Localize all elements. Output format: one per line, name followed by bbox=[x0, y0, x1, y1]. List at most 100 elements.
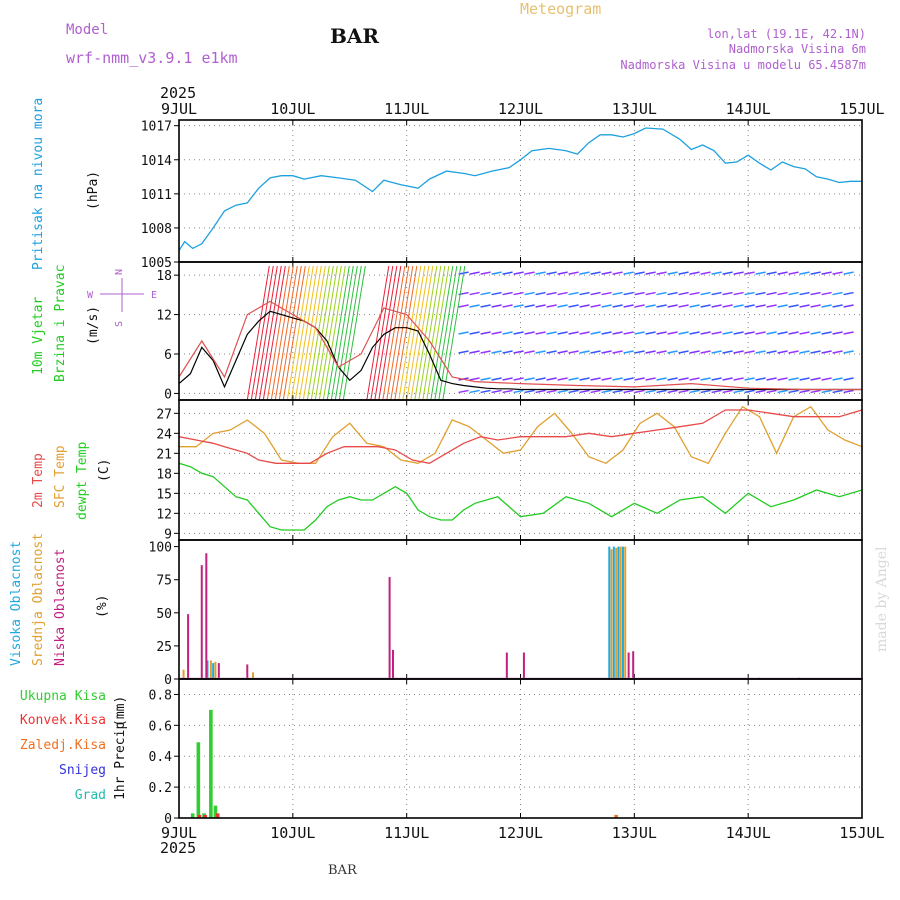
cloud-bar bbox=[610, 549, 613, 679]
wind-arrow bbox=[843, 271, 854, 275]
wind-arrow bbox=[821, 291, 832, 296]
wind-arrow bbox=[590, 389, 601, 394]
wind-arrow bbox=[480, 271, 491, 275]
wind-arrow bbox=[711, 331, 722, 335]
wind-arrow bbox=[766, 389, 777, 394]
year-top: 2025 bbox=[160, 84, 196, 102]
wind-arrow bbox=[744, 304, 755, 308]
wind-arrow bbox=[832, 331, 843, 335]
wind-arrow bbox=[656, 331, 667, 335]
cloud-bar bbox=[251, 672, 254, 679]
wind-arrow bbox=[458, 350, 469, 354]
wind-arrow bbox=[524, 377, 535, 381]
model-label: Model bbox=[66, 22, 108, 38]
wind-arrow bbox=[524, 331, 535, 335]
wind-arrow bbox=[777, 350, 788, 354]
wind-arrow bbox=[810, 304, 821, 308]
pressure-line bbox=[178, 127, 862, 251]
y-tick-label: 100 bbox=[149, 541, 172, 556]
wind-arrow bbox=[568, 291, 579, 296]
wind-arrow bbox=[469, 271, 480, 275]
wind-arrow bbox=[612, 304, 623, 308]
wind-arrow bbox=[755, 389, 766, 394]
y-tick-label: 18 bbox=[156, 269, 172, 284]
cloud-bar bbox=[388, 577, 391, 679]
wind-arrow bbox=[722, 291, 733, 296]
wind-arrow bbox=[788, 389, 799, 394]
wind-arrow bbox=[579, 291, 590, 296]
wind-arrow bbox=[557, 389, 568, 394]
lonlat-text: lon,lat (19.1E, 42.1N) bbox=[707, 27, 866, 41]
wind-arrow bbox=[502, 304, 513, 308]
wind-gust-line bbox=[178, 300, 862, 391]
wind-arrow bbox=[689, 350, 700, 354]
precip-bar bbox=[190, 813, 195, 818]
wind-arrow bbox=[744, 389, 755, 394]
precip-ylabel: 1hr Precip bbox=[113, 722, 128, 800]
wind-arrow bbox=[480, 389, 491, 394]
wind-arrow bbox=[458, 304, 469, 308]
temp-ylabel-sfc: SFC Temp bbox=[53, 445, 68, 508]
wind-arrow bbox=[788, 271, 799, 275]
wind-arrow bbox=[535, 377, 546, 381]
wind-arrow bbox=[821, 350, 832, 354]
wind-arrow bbox=[821, 389, 832, 394]
y-tick-label: 75 bbox=[156, 574, 172, 589]
cloud-ylabel-mid: Srednja Oblacnost bbox=[31, 533, 46, 666]
wind-arrow bbox=[678, 331, 689, 335]
wind-arrow bbox=[700, 377, 711, 381]
wind-arrow bbox=[832, 350, 843, 354]
wind-arrow bbox=[524, 271, 535, 275]
wind-arrow bbox=[788, 304, 799, 308]
wind-arrow bbox=[766, 271, 777, 275]
wind-arrow bbox=[645, 291, 656, 296]
wind-arrow bbox=[480, 331, 491, 335]
wind-arrow bbox=[667, 377, 678, 381]
y-tick-label: 21 bbox=[156, 447, 172, 462]
panel-frame bbox=[178, 678, 863, 819]
wind-arrow bbox=[799, 291, 810, 296]
cloud-bar bbox=[214, 661, 217, 679]
wind-arrow bbox=[832, 377, 843, 381]
wind-arrow bbox=[568, 304, 579, 308]
wind-arrow bbox=[766, 377, 777, 381]
wind-arrow bbox=[744, 377, 755, 381]
wind-arrow bbox=[656, 389, 667, 394]
wind-hatch bbox=[430, 265, 454, 401]
wind-arrow bbox=[535, 304, 546, 308]
wind-arrow bbox=[722, 331, 733, 335]
precip-bar bbox=[215, 813, 220, 818]
legend-total-rain: Ukupna Kisa bbox=[20, 689, 106, 704]
y-tick-label: 18 bbox=[156, 467, 172, 482]
wind-arrow bbox=[513, 291, 524, 296]
y-tick-label: 1017 bbox=[141, 120, 172, 135]
wind-arrow bbox=[513, 304, 524, 308]
wind-arrow bbox=[667, 271, 678, 275]
cloud-ylabel-low: Niska Oblacnost bbox=[53, 549, 68, 666]
time-label-bottom: 11JUL bbox=[384, 824, 429, 842]
wind-arrow bbox=[601, 331, 612, 335]
wind-arrow bbox=[799, 389, 810, 394]
y-tick-label: 12 bbox=[156, 309, 172, 324]
wind-arrow bbox=[524, 304, 535, 308]
legend-hail: Grad bbox=[75, 788, 106, 803]
wind-arrow bbox=[502, 377, 513, 381]
wind-arrow bbox=[480, 350, 491, 354]
y-tick-label: 0 bbox=[164, 673, 172, 688]
wind-arrow bbox=[810, 389, 821, 394]
time-label-top: 9JUL bbox=[161, 100, 197, 118]
precip-bar bbox=[197, 814, 202, 818]
wind-hatch bbox=[266, 265, 290, 401]
wind-arrow bbox=[557, 331, 568, 335]
wind-arrow bbox=[777, 291, 788, 296]
y-tick-label: 0.2 bbox=[149, 781, 172, 796]
wind-arrow bbox=[733, 331, 744, 335]
wind-arrow bbox=[810, 350, 821, 354]
wind-arrow bbox=[513, 377, 524, 381]
wind-hatch bbox=[334, 265, 358, 401]
cloud-bar bbox=[632, 651, 635, 679]
wind-hatch bbox=[422, 265, 446, 401]
wind-hatch bbox=[326, 265, 350, 401]
wind-arrow bbox=[623, 377, 634, 381]
